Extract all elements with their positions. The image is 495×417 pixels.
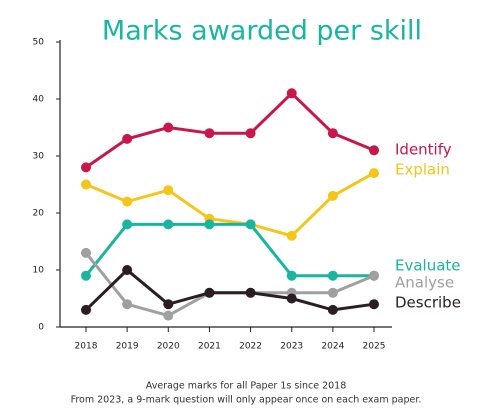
point: [369, 168, 379, 179]
legend-label: Evaluate: [395, 257, 461, 275]
series-line: [84, 222, 374, 278]
point: [327, 304, 338, 315]
point: [81, 270, 91, 281]
point: [81, 162, 91, 173]
legend-label: Describe: [395, 294, 461, 312]
x-tick-label: 2025: [363, 342, 386, 352]
point: [204, 287, 215, 298]
point: [122, 265, 133, 275]
legend-label: Explain: [395, 161, 450, 179]
point: [286, 230, 297, 241]
point: [81, 179, 91, 190]
point: [81, 304, 91, 315]
point: [369, 299, 379, 310]
point: [327, 270, 338, 281]
point: [122, 133, 133, 144]
point: [286, 88, 297, 99]
point: [286, 270, 297, 281]
x-tick-label: 2018: [75, 342, 98, 352]
y-tick-label: 30: [33, 152, 45, 162]
note: From 2023, a 9-mark question will only a…: [71, 395, 422, 406]
point: [163, 122, 174, 133]
series-line: [84, 268, 375, 312]
point: [286, 293, 297, 304]
point: [327, 190, 338, 201]
y-tick-label: 0: [38, 323, 44, 333]
x-tick-label: 2022: [239, 342, 262, 352]
x-tick-label: 2023: [280, 342, 303, 352]
note: Average marks for all Paper 1s since 201…: [146, 381, 347, 392]
point: [245, 287, 256, 298]
series-line: [85, 171, 375, 238]
legend-label: Analyse: [395, 274, 454, 292]
point: [245, 128, 256, 139]
y-tick-label: 40: [33, 95, 45, 105]
point: [122, 196, 133, 207]
legend-label: Identify: [395, 141, 452, 159]
point: [122, 299, 133, 310]
x-tick-label: 2019: [116, 342, 139, 352]
point: [122, 219, 133, 230]
point: [369, 270, 379, 281]
point: [204, 219, 215, 230]
point: [204, 128, 215, 139]
y-tick-label: 50: [33, 38, 45, 48]
point: [245, 219, 256, 230]
point: [163, 219, 174, 230]
point: [369, 145, 379, 156]
series-line: [85, 91, 375, 169]
point: [327, 287, 338, 298]
point: [81, 247, 91, 258]
point: [327, 128, 338, 139]
x-tick-label: 2020: [157, 342, 180, 352]
point: [163, 310, 174, 321]
x-tick-label: 2024: [321, 342, 344, 352]
y-tick-label: 20: [33, 209, 45, 219]
point: [163, 299, 174, 310]
x-tick-label: 2021: [198, 342, 221, 352]
point: [163, 185, 174, 196]
y-tick-label: 10: [33, 266, 45, 276]
chart-title: Marks awarded per skill: [102, 16, 422, 47]
